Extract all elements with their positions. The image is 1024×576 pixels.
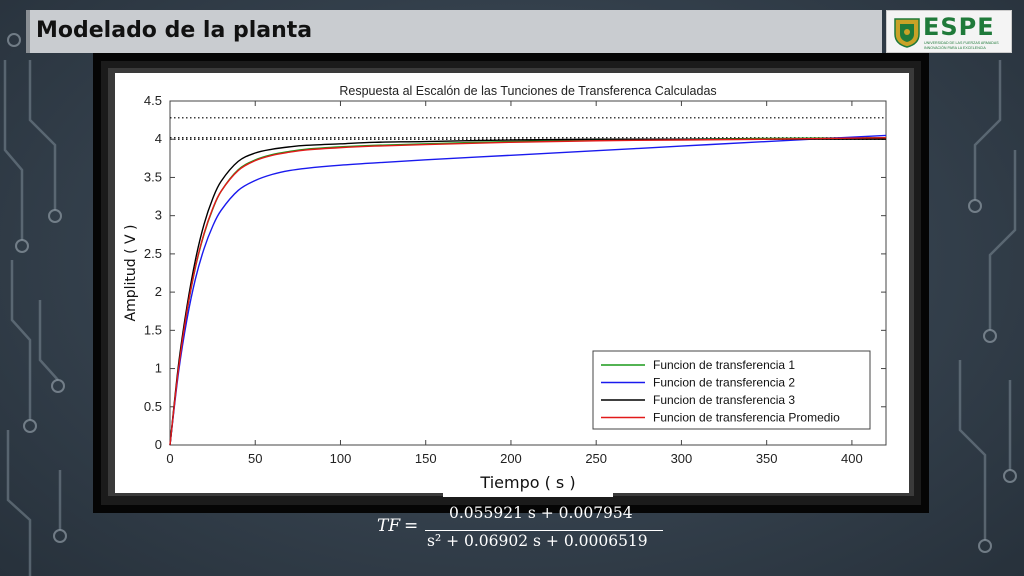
x-axis-label: Tiempo ( s ) — [479, 473, 575, 492]
formula-denominator: s² + 0.06902 s + 0.0006519 — [427, 532, 648, 550]
y-tick-label: 3 — [155, 208, 162, 223]
y-axis-ticks: 0 0.5 1 1.5 2 2.5 3 3.5 4 4.5 — [144, 93, 886, 452]
y-tick-label: 4.5 — [144, 93, 162, 108]
legend-label-4: Funcion de transferencia Promedio — [653, 411, 840, 425]
series-line-4 — [169, 136, 887, 446]
formula-numerator: 0.055921 s + 0.007954 — [449, 504, 633, 522]
x-tick-label: 200 — [500, 451, 522, 466]
x-tick-label: 300 — [671, 451, 693, 466]
fraction-bar — [425, 530, 663, 531]
x-tick-label: 350 — [756, 451, 778, 466]
y-tick-label: 1 — [155, 361, 162, 376]
series-line-2 — [169, 134, 887, 446]
y-axis-label: Amplitud ( V ) — [123, 225, 139, 322]
x-tick-label: 100 — [330, 451, 352, 466]
y-tick-label: 2 — [155, 284, 162, 299]
x-axis-ticks: 0 50 100 150 200 250 300 350 400 — [166, 101, 863, 466]
logo-subtitle: UNIVERSIDAD DE LAS FUERZAS ARMADAS — [924, 41, 999, 45]
y-tick-label: 4 — [155, 131, 162, 146]
series-line-3 — [169, 138, 886, 446]
legend-box — [592, 350, 871, 430]
series-layer — [169, 134, 887, 446]
logo-name: ESPE — [923, 13, 995, 41]
slide-title: Modelado de la planta — [36, 18, 313, 43]
x-tick-label: 400 — [841, 451, 863, 466]
legend-label-1: Funcion de transferencia 1 — [653, 358, 795, 372]
transfer-function-formula: TF = 0.055921 s + 0.007954 s² + 0.06902 … — [377, 504, 667, 556]
x-tick-label: 150 — [415, 451, 437, 466]
legend-label-2: Funcion de transferencia 2 — [653, 376, 795, 390]
university-seal-icon — [894, 18, 920, 48]
formula-equals: = — [404, 516, 419, 536]
formula-lhs: TF — [377, 516, 401, 536]
y-tick-label: 3.5 — [144, 169, 162, 184]
y-tick-label: 1.5 — [144, 322, 162, 337]
chart-legend: Funcion de transferencia 1 Funcion de tra… — [592, 350, 871, 430]
logo-motto: INNOVACIÓN PARA LA EXCELENCIA — [924, 46, 986, 50]
x-tick-label: 250 — [585, 451, 607, 466]
legend-label-3: Funcion de transferencia 3 — [653, 393, 795, 407]
espe-logo: ESPE UNIVERSIDAD DE LAS FUERZAS ARMADAS … — [886, 10, 1012, 53]
x-label-bg — [443, 475, 613, 497]
x-tick-label: 0 — [166, 451, 173, 466]
step-response-chart: Respuesta al Escalón de las Tunciones de… — [101, 61, 921, 505]
y-tick-label: 2.5 — [144, 246, 162, 261]
y-tick-label: 0 — [155, 437, 162, 452]
slide-title-bar: Modelado de la planta — [26, 10, 882, 53]
chart-frame: Respuesta al Escalón de las Tunciones de… — [93, 53, 929, 513]
x-tick-label: 50 — [248, 451, 262, 466]
chart-title: Respuesta al Escalón de las Tunciones de… — [339, 84, 716, 98]
y-tick-label: 0.5 — [144, 399, 162, 414]
